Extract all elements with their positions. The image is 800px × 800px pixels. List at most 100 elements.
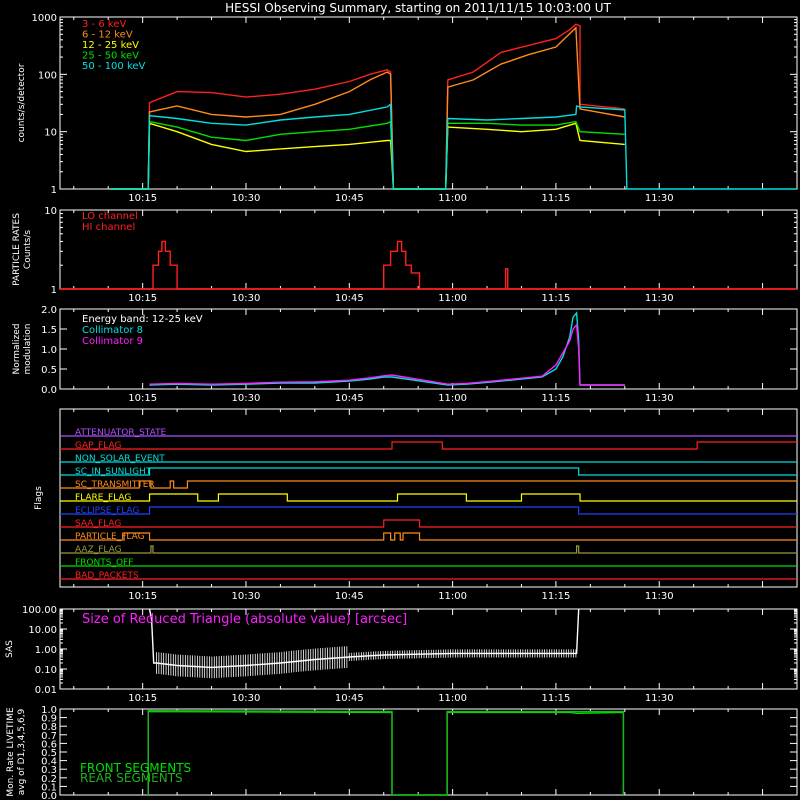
y-axis-label: counts/s/detector bbox=[17, 63, 27, 142]
legend-entry: REAR SEGMENTS bbox=[80, 771, 183, 785]
y-tick-label: 0.0 bbox=[41, 791, 57, 800]
figure-title: HESSI Observing Summary, starting on 201… bbox=[225, 1, 611, 15]
legend-entry: HI channel bbox=[82, 222, 135, 233]
y-axis-label: avg of D1,3,4,5,6,9 bbox=[17, 708, 27, 795]
y-axis-label: modulation bbox=[23, 324, 33, 375]
legend-entry: LO channel bbox=[82, 211, 138, 222]
flag-label: FRONTS_OFF bbox=[75, 558, 133, 568]
series-line bbox=[110, 102, 797, 190]
series-line bbox=[149, 323, 625, 386]
flag-label: PARTICLE_FLAG bbox=[75, 532, 145, 542]
x-tick-label: 11:30 bbox=[645, 693, 674, 704]
flag-line bbox=[60, 467, 797, 476]
y-tick-label: 10 bbox=[44, 128, 57, 139]
flag-line bbox=[60, 532, 797, 541]
x-tick-label: 10:30 bbox=[232, 693, 261, 704]
x-tick-label: 10:30 bbox=[232, 193, 261, 204]
y-tick-label: 0.4 bbox=[41, 757, 57, 768]
flag-line bbox=[60, 480, 797, 489]
legend-entry: 6 - 12 keV bbox=[82, 30, 133, 41]
y-tick-label: 100 bbox=[38, 70, 57, 81]
legend-entry: 50 - 100 keV bbox=[82, 61, 146, 72]
flag-line bbox=[60, 506, 797, 515]
x-tick-label: 10:15 bbox=[128, 393, 157, 404]
legend-entry: Collimator 8 bbox=[82, 325, 143, 336]
y-tick-label: 0.5 bbox=[41, 365, 57, 376]
flag-label: ECLIPSE_FLAG bbox=[75, 506, 139, 516]
series-line bbox=[60, 240, 797, 290]
panel-modulation: 10:15 10:30 10:45 11:00 11:15 11:30 0.0 0.5 1.0 1… bbox=[12, 305, 798, 404]
flag-line bbox=[60, 493, 797, 502]
y-tick-label: 0.10 bbox=[35, 665, 57, 676]
flag-label: NON_SOLAR_EVENT bbox=[75, 454, 165, 464]
legend-entry: FRONT SEGMENTS bbox=[80, 761, 191, 775]
panel-flags: 10:15 10:30 10:45 11:00 11:15 11:30 Flags ATTEN… bbox=[34, 408, 798, 602]
y-tick-label: 1.0 bbox=[41, 345, 57, 356]
x-tick-label: 11:15 bbox=[542, 293, 571, 304]
flag-line bbox=[60, 545, 797, 554]
x-tick-label: 11:15 bbox=[542, 193, 571, 204]
series-line bbox=[149, 311, 625, 386]
y-tick-label: 0.2 bbox=[41, 774, 57, 785]
axis-frame bbox=[59, 408, 798, 588]
x-tick-label: 11:30 bbox=[645, 393, 674, 404]
y-tick-label: 0.8 bbox=[41, 722, 57, 733]
x-tick-label: 11:00 bbox=[438, 591, 467, 602]
flag-label: BAD_PACKETS bbox=[75, 571, 139, 581]
panel-particle-rates: 10:15 10:30 10:45 11:00 11:15 11:30 1 10 PARTICL… bbox=[12, 206, 798, 304]
y-axis-label: Normalized bbox=[12, 323, 22, 374]
x-tick-label: 11:30 bbox=[645, 293, 674, 304]
flag-label: AAZ_FLAG bbox=[75, 545, 122, 555]
x-tick-label: 10:30 bbox=[232, 293, 261, 304]
y-tick-label: 0.1 bbox=[41, 782, 57, 793]
flag-label: SAA_FLAG bbox=[75, 519, 121, 529]
y-tick-label: 2.0 bbox=[41, 305, 57, 316]
flag-label: SC_TRANSMITTER bbox=[75, 480, 155, 490]
y-tick-label: 0.5 bbox=[41, 748, 57, 759]
legend-entry: 12 - 25 keV bbox=[82, 40, 139, 51]
flag-line bbox=[60, 519, 797, 528]
y-tick-label: 1000 bbox=[32, 13, 57, 24]
y-tick-label: 0.7 bbox=[41, 731, 57, 742]
y-tick-label: 0.6 bbox=[41, 739, 57, 750]
panel-livetime: 10:1510:3010:4511:0011:1511:300.00.10.20… bbox=[6, 705, 798, 800]
x-tick-label: 10:15 bbox=[128, 591, 157, 602]
sas-annotation: Size of Reduced Triangle (absolute value… bbox=[82, 612, 407, 627]
flag-label: FLARE_FLAG bbox=[75, 493, 131, 503]
y-axis-label: SAS bbox=[5, 640, 15, 658]
panel-count-rates: 10:15 10:30 10:45 11:00 11:15 11:30 1 10 100 1000… bbox=[17, 13, 798, 204]
x-tick-label: 10:45 bbox=[335, 693, 364, 704]
x-tick-label: 10:30 bbox=[232, 591, 261, 602]
y-tick-label: 100.00 bbox=[22, 605, 57, 616]
y-tick-label: 1.5 bbox=[41, 325, 57, 336]
energy-band-label: Energy band: 12-25 keV bbox=[82, 314, 203, 325]
x-tick-label: 10:45 bbox=[335, 591, 364, 602]
y-tick-label: 1.0 bbox=[41, 705, 57, 716]
y-tick-label: 0.01 bbox=[35, 685, 57, 696]
x-tick-label: 11:30 bbox=[645, 193, 674, 204]
y-axis-label: Counts/s bbox=[23, 230, 33, 269]
y-tick-label: 0.3 bbox=[41, 765, 57, 776]
y-axis-label: PARTICLE RATES bbox=[12, 213, 22, 286]
x-tick-label: 11:15 bbox=[542, 591, 571, 602]
x-tick-label: 11:00 bbox=[438, 693, 467, 704]
x-tick-label: 10:45 bbox=[335, 193, 364, 204]
y-tick-label: 1.00 bbox=[35, 645, 57, 656]
series-line bbox=[110, 120, 625, 190]
x-tick-label: 11:00 bbox=[438, 193, 467, 204]
x-tick-label: 10:15 bbox=[128, 193, 157, 204]
legend-entry: 25 - 50 keV bbox=[82, 51, 139, 62]
panel-sas: 10:15 10:30 10:45 11:00 11:15 11:30 0.01 0.10 1.… bbox=[5, 605, 798, 704]
y-tick-label: 10.00 bbox=[28, 625, 57, 636]
x-tick-label: 10:45 bbox=[335, 393, 364, 404]
legend-entry: 3 - 6 keV bbox=[82, 19, 126, 30]
x-tick-label: 10:30 bbox=[232, 393, 261, 404]
y-tick-label: 0.0 bbox=[41, 385, 57, 396]
x-tick-label: 11:15 bbox=[542, 693, 571, 704]
flag-label: ATTENUATOR_STATE bbox=[75, 428, 167, 438]
y-axis-label: Mon. Rate LIVETIME bbox=[6, 707, 16, 797]
flag-label: GAP_FLAG bbox=[75, 441, 121, 451]
x-tick-label: 11:00 bbox=[438, 393, 467, 404]
flag-label: SC_IN_SUNLIGHT bbox=[75, 467, 152, 477]
series-line bbox=[147, 709, 625, 796]
